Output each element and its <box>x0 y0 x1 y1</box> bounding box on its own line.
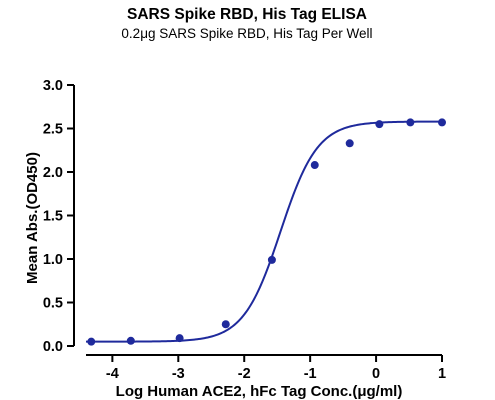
data-point <box>267 255 276 264</box>
y-tick-label: 1.0 <box>43 252 63 268</box>
data-point <box>221 320 230 329</box>
fit-curve <box>86 120 442 343</box>
x-tick-label: 0 <box>372 366 380 382</box>
y-axis-title: Mean Abs.(OD450) <box>24 152 41 284</box>
y-tick-label: 0.5 <box>43 296 63 312</box>
y-tick-label: 2.5 <box>43 122 63 138</box>
data-point <box>375 120 384 129</box>
chart-subtitle: 0.2μg SARS Spike RBD, His Tag Per Well <box>121 26 372 41</box>
data-point <box>438 118 446 127</box>
x-tick-label: -1 <box>304 366 317 382</box>
x-axis: -4 -3 -2 -1 0 1 <box>86 354 446 382</box>
data-point <box>87 337 96 346</box>
data-points-group <box>87 118 446 346</box>
y-axis: 0.0 0.5 1.0 1.5 2.0 2.5 3.0 <box>43 78 75 355</box>
x-tick-label: 1 <box>438 366 446 382</box>
chart-title: SARS Spike RBD, His Tag ELISA <box>127 6 367 23</box>
y-tick-label: 1.5 <box>43 209 63 225</box>
data-point <box>310 161 319 170</box>
fit-curve-group <box>86 120 442 343</box>
y-tick-label: 0.0 <box>43 339 63 355</box>
y-tick-label: 2.0 <box>43 165 63 181</box>
x-tick-label: -3 <box>172 366 185 382</box>
data-point <box>406 118 415 127</box>
x-tick-label: -4 <box>106 366 119 382</box>
data-point <box>126 336 135 345</box>
x-tick-label: -2 <box>238 366 251 382</box>
x-axis-title: Log Human ACE2, hFc Tag Conc.(μg/ml) <box>116 383 403 400</box>
y-tick-label: 3.0 <box>43 78 63 94</box>
data-point <box>175 334 184 343</box>
data-point <box>345 139 354 148</box>
